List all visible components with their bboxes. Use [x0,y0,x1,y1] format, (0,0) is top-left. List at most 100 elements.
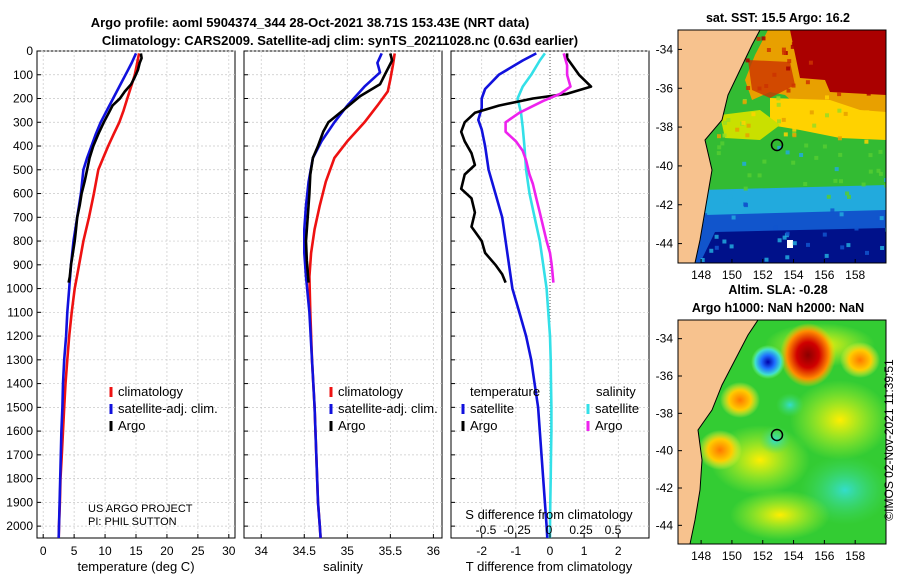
sst-pixel [764,257,769,262]
legend-satellite: satellite-adj. clim. [118,401,218,416]
sst-pixel [743,202,748,207]
sst-pixel [805,80,810,85]
sst-pixel [792,241,797,246]
sst-pixel [782,235,787,240]
depth-tick-label: 2000 [6,519,33,533]
x-tick-label: 34.5 [293,544,317,558]
sst-pixel [876,168,881,173]
map-lon-label: 158 [845,549,865,563]
figure-title-line2: Climatology: CARS2009. Satellite-adj cli… [102,33,578,48]
sst-pixel [723,120,727,125]
map-lon-label: 152 [753,268,773,282]
depth-tick-label: 1900 [6,495,33,509]
map-lon-label: 154 [784,549,804,563]
x-tick-label: 5 [71,544,78,558]
sst-pixel [756,36,761,41]
s-tick-label: -0.5 [476,523,497,537]
sst-pixel [717,134,721,139]
depth-tick-label: 600 [13,187,33,201]
sst-pixel [867,54,872,59]
sst-pixel [700,258,705,262]
sst-pixel [803,182,808,186]
depth-tick-label: 300 [13,115,33,129]
credit-line1: US ARGO PROJECT [88,503,193,515]
x-tick-label: 35 [341,544,355,558]
sst-pixel [826,194,831,199]
sst-pixel [741,120,746,125]
depth-tick-label: 1300 [6,353,33,367]
t-difference-axis-label: T difference from climatology [466,559,633,574]
sst-pixel [746,123,751,128]
map-lon-label: 148 [691,549,711,563]
x-tick-label: -1 [511,544,522,558]
sst-pixel [825,95,829,100]
sst-pixel [742,100,747,105]
sst-pixel [761,36,766,41]
depth-tick-label: 400 [13,139,33,153]
sst-pixel [878,149,883,154]
argo-float-marker [770,138,784,152]
sst-pixel [723,199,728,204]
depth-tick-label: 1000 [6,282,33,296]
sst-pixel [847,194,851,199]
x-tick-label: 20 [160,544,174,558]
sst-pixel [776,188,781,193]
legend-temp-satellite: satellite [470,401,514,416]
sst-pixel [728,194,733,199]
sst-pixel [868,153,873,158]
sst-pixel [834,167,839,172]
sst-pixel [825,113,829,118]
sst-pixel [785,231,790,236]
x-tick-label: 30 [222,544,236,558]
sst-pixel [824,253,829,258]
sst-pixel [837,136,842,141]
sst-pixel [787,59,792,64]
legend-header-temperature: temperature [470,384,540,399]
legend-climatology: climatology [338,384,404,399]
sst-pixel [703,213,708,218]
sst-pixel [777,119,781,124]
sst-pixel [809,110,814,115]
s-difference-label: S difference from climatology [465,507,633,522]
x-tick-label: 15 [129,544,143,558]
x-tick-label: -2 [476,544,487,558]
sst-pixel [717,145,722,150]
depth-tick-label: 1800 [6,472,33,486]
sst-pixel [731,215,736,220]
map-lat-label: -44 [656,518,674,532]
sst-pixel [735,127,740,132]
sst-pixel [843,111,848,116]
x-tick-label: 35.5 [379,544,403,558]
map-lat-label: -42 [656,198,674,212]
x-tick-label: 36 [427,544,441,558]
sst-pixel [781,47,786,52]
sst-pixel [786,66,791,71]
sst-pixel [791,42,796,47]
map-lat-label: -40 [656,444,674,458]
sst-pixel [837,108,842,113]
sst-pixel [757,173,762,178]
sst-pixel [747,173,752,178]
depth-tick-label: 700 [13,210,33,224]
sst-pixel [866,91,871,96]
sst-pixel [854,69,859,74]
sst-pixel [801,107,806,111]
depth-tick-label: 900 [13,258,33,272]
salinity-panel-frame [243,50,443,539]
map-lat-label: -34 [656,332,674,346]
map-lat-label: -38 [656,406,674,420]
legend-argo: Argo [118,418,145,433]
sst-pixel [834,104,839,109]
depth-tick-label: 1700 [6,448,33,462]
sst-pixel [742,161,747,166]
legend-sal-satellite: satellite [595,401,639,416]
sst-pixel [714,245,719,250]
s-tick-label: 0.25 [569,523,593,537]
sst-pixel [726,118,731,122]
legend-sal-argo: Argo [595,418,622,433]
sst-pixel [785,255,790,260]
sst-pixel [840,45,845,50]
s-tick-label: 0 [546,523,553,537]
map-lat-label: -40 [656,159,674,173]
argo-float-marker [770,428,784,442]
